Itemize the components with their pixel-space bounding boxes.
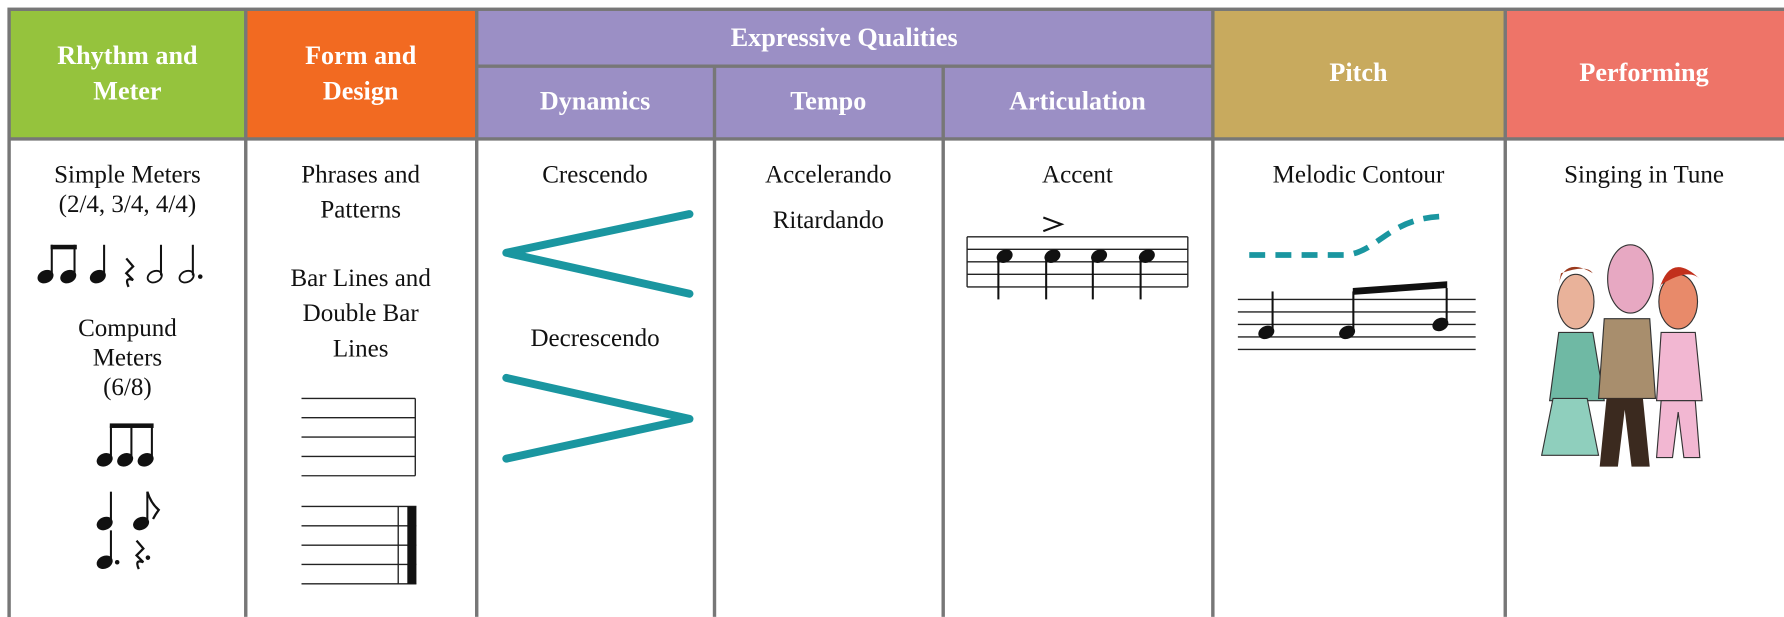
header-label: Meter [93,76,162,105]
beam [1352,281,1448,295]
cell-text: Meters [93,344,162,371]
accent-mark [1042,216,1065,233]
cell-text: Accent [1042,161,1113,188]
cell-text: (6/8) [103,374,152,401]
header-cell [1212,9,1506,139]
cell-text: Simple Meters [54,161,201,188]
cell-text: Double Bar [303,300,420,327]
staff [301,397,417,585]
beam [109,423,154,428]
header-label: Expressive Qualities [731,23,958,52]
cell-text: (2/4, 3/4, 4/4) [59,191,197,218]
cell-text: Accelerando [765,161,891,188]
subheader-label: Tempo [790,87,866,116]
header-cell [476,9,1213,139]
dot [145,555,151,560]
header-label: Form and [305,41,417,70]
header-cell [245,9,477,139]
cell-text: Singing in Tune [1564,161,1724,188]
cell-text: Decrescendo [530,325,659,352]
cell-text: Lines [333,335,389,362]
cell-text: Melodic Contour [1273,161,1445,188]
cell-text: Ritardando [773,207,884,234]
table-borders [7,7,1784,617]
header-cell [9,9,246,139]
header-label: Design [323,76,399,105]
header-label: Rhythm and [57,41,198,70]
decrescendo-symbol [502,373,694,463]
double-bar [407,506,417,584]
staff [966,236,1189,288]
header-label: Pitch [1329,58,1388,87]
subheader-label: Dynamics [540,87,650,116]
flag [146,491,161,520]
header-cell [1505,9,1784,139]
subheader-label: Articulation [1009,87,1146,116]
cell-text: Bar Lines and [291,265,432,292]
beam [50,244,77,250]
dot [197,274,203,279]
cell-text: Compund [78,315,177,342]
cell-text: Crescendo [542,161,648,188]
crescendo-symbol [502,210,694,298]
rest [124,257,135,288]
cell-text: Patterns [320,197,401,224]
notation [37,244,1449,570]
rest [134,539,145,570]
dot [114,559,120,565]
cell-text: Phrases and [301,161,420,188]
contour-line [1249,213,1448,258]
header-label: Performing [1579,58,1708,87]
singers-illustration [1540,244,1703,467]
